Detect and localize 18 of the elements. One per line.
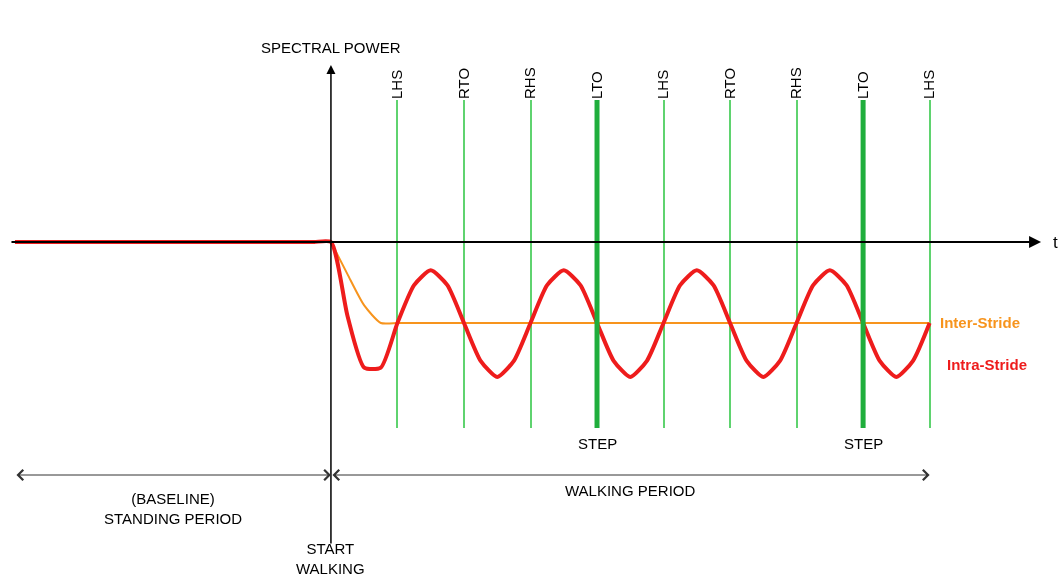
text: STEP: [844, 435, 884, 452]
x-tick-label: RTO: [720, 67, 738, 99]
x-tick-label: LTO: [587, 71, 605, 99]
text: SPECTRAL POWER: [261, 39, 401, 56]
x-tick-label: RHS: [787, 67, 805, 99]
text: START WALKING: [296, 540, 365, 577]
x-tick-label: LHS: [920, 69, 938, 99]
text: WALKING PERIOD: [565, 482, 696, 499]
text: (BASELINE) STANDING PERIOD: [104, 490, 243, 527]
series-label: Inter-Stride: [940, 314, 1021, 331]
x-tick-label: RTO: [454, 67, 472, 99]
x-tick-label: LHS: [388, 69, 406, 99]
x-tick-label: LHS: [654, 69, 672, 99]
x-tick-label: RHS: [521, 67, 539, 99]
series-label: Intra-Stride: [947, 356, 1028, 373]
x-tick-label: LTO: [853, 71, 871, 99]
text: t: [1053, 233, 1058, 252]
text: STEP: [578, 435, 618, 452]
